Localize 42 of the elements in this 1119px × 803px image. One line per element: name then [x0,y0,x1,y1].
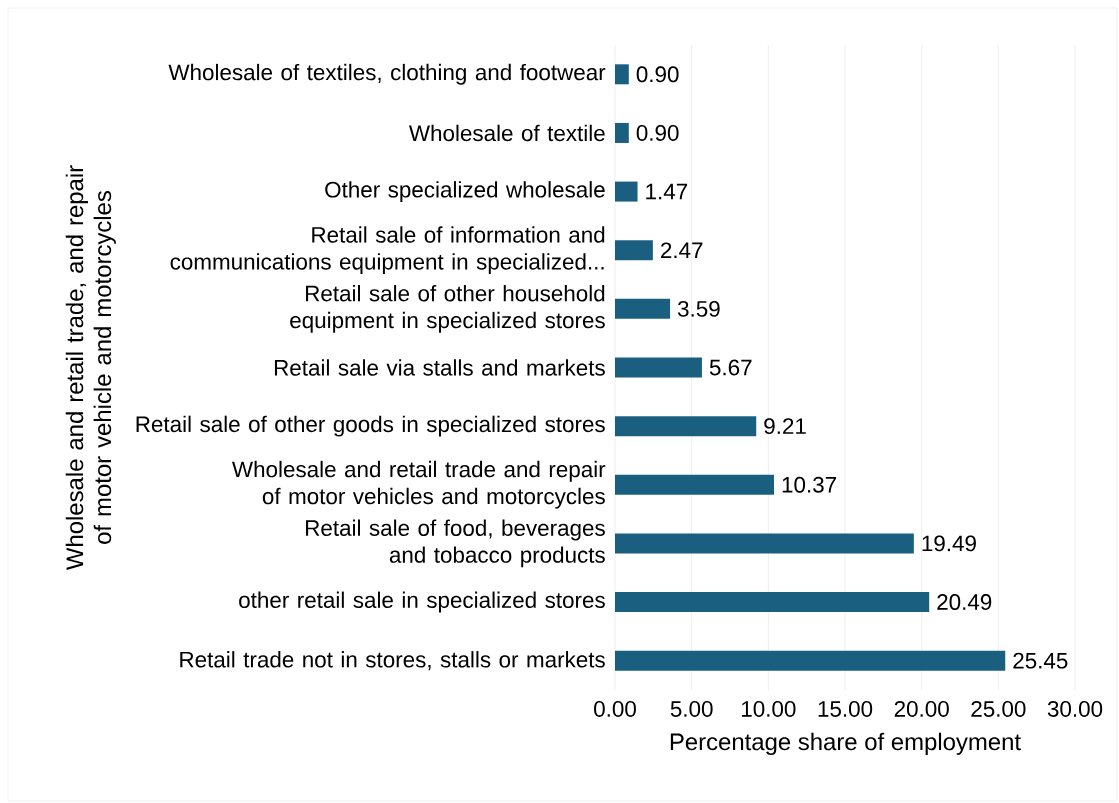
bar [615,181,638,202]
y-tick-label: other retail sale in specialized stores [239,591,605,613]
bar [615,533,914,554]
data-label: 19.49 [922,535,976,552]
y-tick-label: Retail trade not in stores, stalls or markets [180,651,605,671]
data-label: 5.67 [709,359,752,376]
bar [615,298,671,319]
data-label: 10.37 [782,476,836,493]
data-label: 0.90 [636,125,679,141]
x-tick-label: 25.00 [971,701,1026,717]
bar [615,64,629,85]
data-label: 2.47 [661,242,703,259]
bar [615,357,702,378]
x-tick-label: 15.00 [818,701,873,717]
x-tick-label: 5.00 [670,701,713,717]
x-tick-label: 30.00 [1047,701,1103,717]
bar [615,474,775,495]
x-tick-label: 20.00 [894,701,949,717]
x-axis-title: Percentage share of employment [670,732,1021,755]
y-tick-label: Retail sale via stalls and markets [274,359,605,376]
bar [615,592,930,613]
bar [615,240,653,261]
y-tick-label: Retail sale of information and communications equipment in specialized... [170,226,605,275]
y-tick-label: Wholesale and retail trade and repair of motor vehicles and motorcycles [232,460,606,509]
y-tick-label: Wholesale of textiles, clothing and footwear [168,63,606,85]
y-tick-label: Retail sale of food, beverages and tobacco products [306,519,605,568]
y-tick-label: Retail sale of other household equipment in specialized stores [290,284,605,333]
y-tick-label: Wholesale of textile [408,124,605,142]
data-label: 1.47 [646,183,688,200]
bar [615,650,1006,671]
x-tick-label: 10.00 [741,701,796,717]
data-label: 20.49 [937,594,992,610]
y-axis-title: Wholesale and retail trade, and repair of motor vehicle and motorcycles [65,165,116,571]
bar [615,416,757,437]
data-label: 3.59 [677,300,720,317]
x-tick-label: 0.00 [594,701,636,717]
data-label: 9.21 [764,418,806,435]
data-label: 0.90 [636,66,679,83]
data-label: 25.45 [1013,652,1068,669]
bar [615,122,629,143]
y-tick-label: Retail sale of other goods in specialized stores [136,415,605,437]
y-tick-label: Other specialized wholesale [325,181,605,203]
